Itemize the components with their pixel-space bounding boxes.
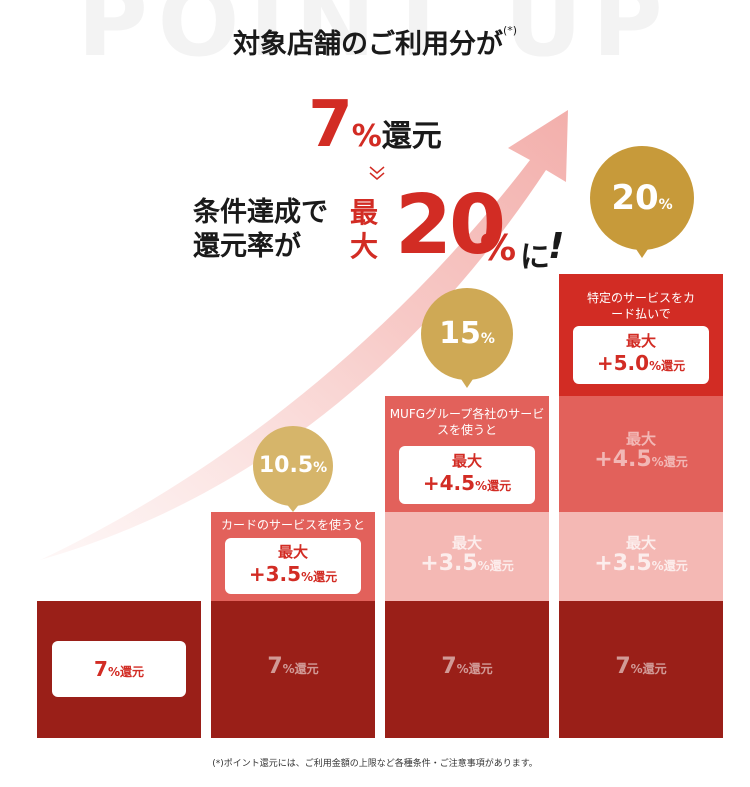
column-3-faint-prefix: 最大 (451, 534, 482, 552)
headline-text: 対象店舗のご利用分が (232, 29, 503, 60)
column-3-bonus-card: 最大 +4.5%還元 (399, 446, 535, 504)
condition-max-label-1: 最 (350, 196, 379, 229)
column-4-faint-b-value: +3.5 (594, 550, 652, 576)
column-2-circle-tail (285, 502, 301, 512)
column-2-bonus-label: 還元 (313, 570, 338, 584)
condition-line1: 条件達成で (193, 197, 328, 228)
column-4-bonus-value: +5.0 (596, 351, 650, 375)
column-3-faint-unit: % (477, 558, 490, 573)
column-1-base-label: 還元 (119, 665, 144, 679)
condition-max-label-2: 大 (350, 230, 379, 263)
column-4-total-circle: 20% (590, 146, 694, 250)
headline-rate-value: 7 (308, 88, 353, 162)
column-4-total-value: 20 (611, 178, 659, 218)
column-2-total-circle: 10.5% (253, 426, 333, 506)
column-2-total-value: 10.5 (258, 453, 314, 478)
column-3-faint-value: +3.5 (420, 550, 478, 576)
column-4-bonus-unit: % (649, 359, 662, 373)
column-4-faint-a-prefix: 最大 (625, 430, 656, 448)
column-4-faint-b-label: 還元 (663, 558, 688, 573)
column-4-bonus-label: 還元 (661, 359, 686, 373)
column-2-bonus-prefix: 最大 (277, 543, 308, 561)
column-2-bonus-unit: % (301, 570, 314, 584)
headline-rate-unit: % (351, 119, 382, 154)
column-2-base-text: 7%還元 (211, 655, 375, 678)
column-4-base-label: 還元 (642, 662, 667, 676)
column-3-bonus-prefix: 最大 (451, 452, 482, 470)
chevron-down-icon (369, 166, 385, 180)
column-3-base-text: 7%還元 (385, 655, 549, 678)
column-3-total-unit: % (480, 331, 495, 347)
column-4-faint-segment-b (559, 512, 723, 601)
condition-max-unit: % (480, 228, 517, 269)
column-3-total-circle: 15% (421, 288, 513, 380)
column-4-bonus-prefix: 最大 (625, 332, 656, 350)
watermark-text: POINT UP (77, 0, 673, 78)
column-4-faint-a-label: 還元 (663, 454, 688, 469)
column-3-faint-label: 還元 (489, 558, 514, 573)
column-3-total-value: 15 (439, 316, 481, 351)
column-3-base-unit: % (456, 662, 469, 676)
column-3-base-value: 7 (441, 654, 457, 679)
column-2-bonus-card: 最大 +3.5%還元 (225, 538, 361, 594)
condition-exclaim: ! (548, 226, 565, 267)
column-4-faint-text-b: 最大 +3.5%還元 (559, 534, 723, 576)
column-2-base-label: 還元 (294, 662, 319, 676)
column-1-base-unit: % (107, 665, 120, 679)
column-4-base-unit: % (630, 662, 643, 676)
column-4-base-value: 7 (615, 654, 631, 679)
condition-max-rate: 20 (395, 178, 506, 273)
headline-rate-suffix: 還元 (381, 119, 442, 154)
column-4-faint-b-unit: % (651, 558, 664, 573)
column-4-circle-tail (634, 246, 650, 258)
column-3-bonus-unit: % (475, 479, 488, 493)
column-2-base-unit: % (282, 662, 295, 676)
headline-line1: 対象店舗のご利用分が(*) (0, 22, 750, 61)
condition-text: 条件達成で 還元率が (193, 196, 328, 264)
column-3-base-segment (385, 601, 549, 738)
column-4-faint-a-value: +4.5 (594, 446, 652, 472)
headline-note-mark: (*) (502, 24, 518, 37)
column-3-base-label: 還元 (468, 662, 493, 676)
column-4-base-segment (559, 601, 723, 738)
column-2-base-value: 7 (267, 654, 283, 679)
column-4-caption: 特定のサービスをカード払いで (586, 291, 695, 321)
column-4-faint-b-prefix: 最大 (625, 534, 656, 552)
column-1-base-card: 7%還元 (52, 641, 186, 697)
column-2-base-segment (211, 601, 375, 738)
column-4-base-text: 7%還元 (559, 655, 723, 678)
condition-suffix: に (520, 240, 550, 275)
footnote: (*)ポイント還元には、ご利用金額の上限など各種条件・ご注意事項があります。 (212, 759, 538, 769)
column-2-total-unit: % (313, 460, 328, 476)
column-3-bonus-value: +4.5 (422, 471, 476, 495)
column-4-faint-text-a: 最大 +4.5%還元 (559, 430, 723, 472)
column-4-faint-a-unit: % (651, 454, 664, 469)
column-2-caption: カードのサービスを使うと (220, 518, 365, 532)
column-4-bonus-card: 最大 +5.0%還元 (573, 326, 709, 384)
column-4-total-unit: % (658, 197, 673, 213)
column-3-faint-segment (385, 512, 549, 601)
column-4-faint-segment-a (559, 396, 723, 512)
column-3-bonus-label: 還元 (487, 479, 512, 493)
column-3-circle-tail (459, 376, 475, 388)
column-3-faint-text: 最大 +3.5%還元 (385, 534, 549, 576)
column-2-bonus-value: +3.5 (248, 562, 302, 586)
column-3-caption: MUFGグループ各社のサービスを使うと (389, 407, 545, 437)
headline-rate: 7%還元 (0, 88, 750, 162)
condition-max-label: 最 大 (350, 196, 390, 264)
column-1-base-value: 7 (94, 657, 108, 681)
condition-line2: 還元率が (193, 231, 301, 262)
